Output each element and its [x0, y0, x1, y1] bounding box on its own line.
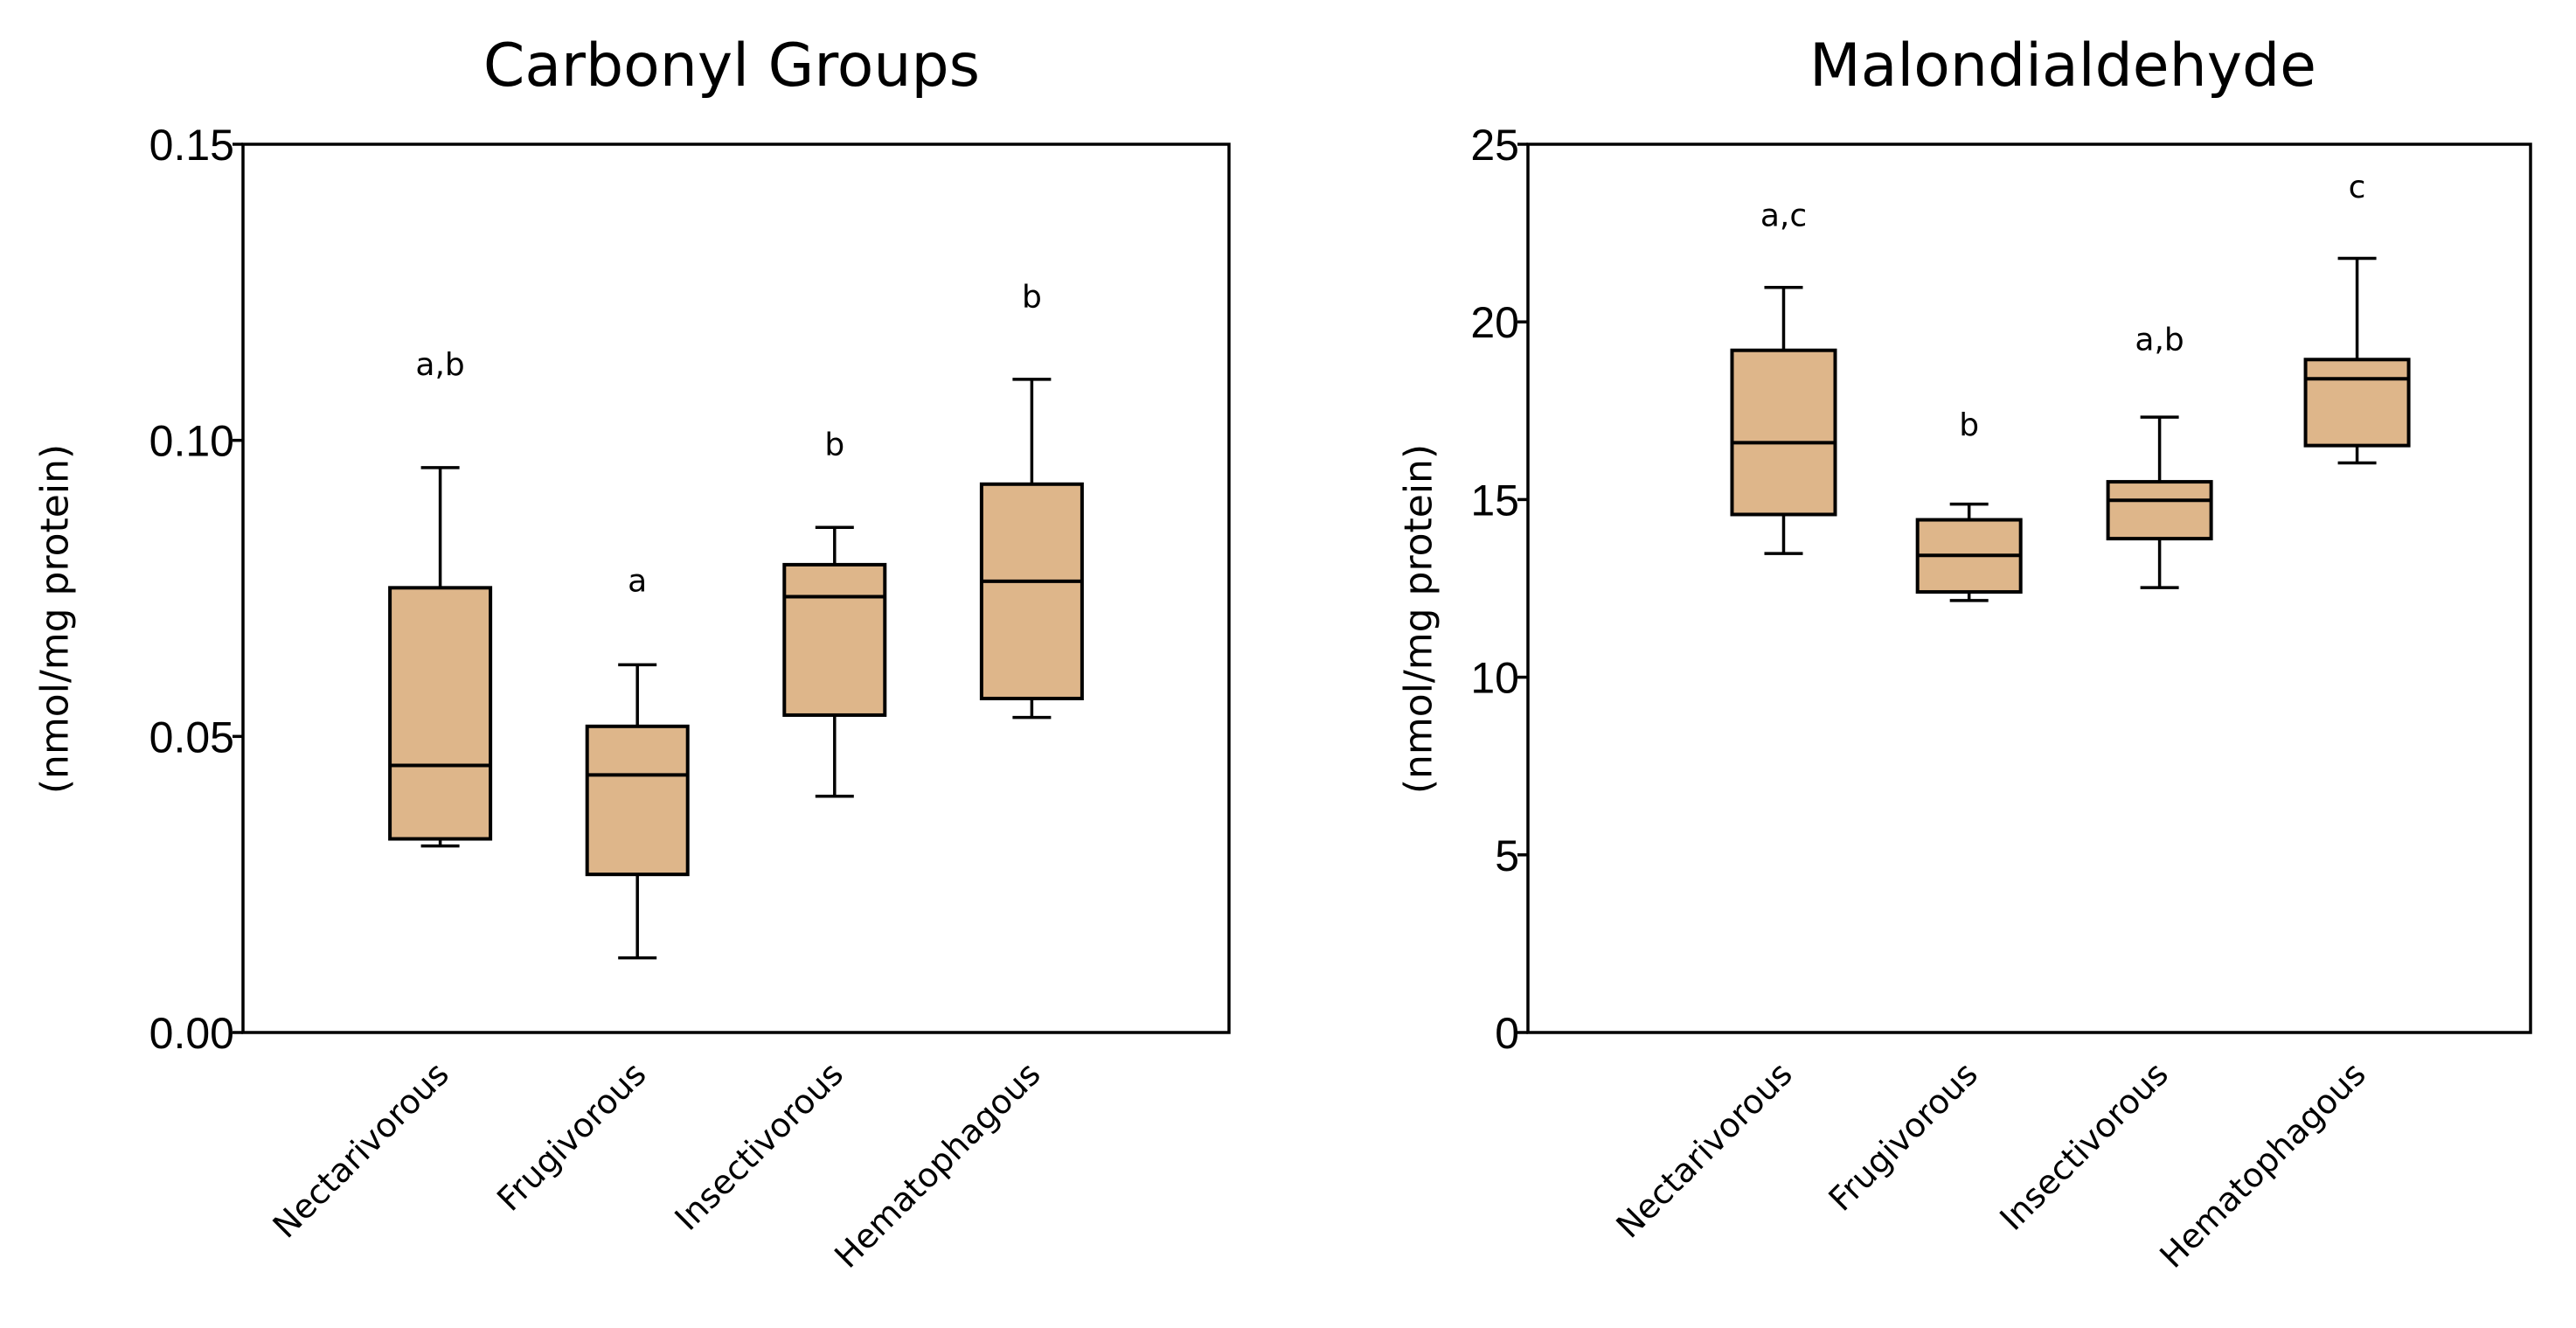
significance-label: b	[1022, 279, 1042, 315]
y-axis-label: (nmol/mg protein)	[1396, 444, 1441, 794]
significance-label: c	[2349, 170, 2366, 205]
box-nectarivorous: a,c	[1730, 198, 1837, 555]
y-tick-label: 20	[1470, 298, 1519, 347]
significance-label: a	[628, 563, 647, 599]
chart-title: Carbonyl Groups	[483, 31, 980, 101]
y-tick-label: 25	[1470, 121, 1519, 170]
y-tick-label: 5	[1495, 831, 1519, 880]
x-category-label: Hematophagous	[827, 1054, 1048, 1276]
y-tick-label: 0	[1495, 1009, 1519, 1058]
y-axis-label: (nmol/mg protein)	[32, 444, 77, 794]
significance-label: b	[1959, 407, 1979, 443]
chart-panel-1: Carbonyl Groups 0.00 0.05 0.10 0.15 (nmol/mg …	[32, 31, 1231, 1276]
iqr-box	[2303, 358, 2411, 448]
x-category-label: Hematophagous	[2152, 1054, 2373, 1276]
y-tick-label: 0.10	[149, 417, 234, 466]
x-category-label: Frugivorous	[1822, 1054, 1985, 1218]
significance-label: b	[824, 428, 844, 463]
chart-panel-2: Malondialdehyde 0 5 10 15 20 25 (nmol/mg protei…	[1396, 31, 2532, 1276]
box-insectivorous: a,b	[2106, 323, 2213, 589]
y-tick-label: 15	[1470, 476, 1519, 525]
x-category-label: Nectarivorous	[1609, 1054, 1800, 1245]
box-nectarivorous: a,b	[388, 347, 493, 848]
significance-label: a,b	[415, 347, 464, 383]
box-hematophagous: c	[2303, 170, 2411, 465]
iqr-box	[585, 724, 690, 877]
x-category-label: Insectivorous	[1992, 1054, 2176, 1238]
box-insectivorous: b	[782, 428, 887, 798]
plot-frame	[241, 143, 1231, 1034]
iqr-box	[1730, 348, 1837, 517]
iqr-box	[2106, 480, 2213, 541]
x-category-label: Frugivorous	[490, 1054, 653, 1218]
x-category-label: Insectivorous	[668, 1054, 851, 1238]
box-hematophagous: b	[979, 279, 1084, 720]
y-tick-label: 0.05	[149, 713, 234, 761]
iqr-box	[979, 482, 1084, 700]
y-tick-label: 0.15	[149, 121, 234, 170]
significance-label: a,b	[2135, 323, 2184, 358]
chart-title: Malondialdehyde	[1809, 31, 2316, 101]
y-tick-label: 10	[1470, 654, 1519, 703]
significance-label: a,c	[1760, 198, 1807, 233]
plot-frame	[1526, 143, 2532, 1034]
iqr-box	[388, 586, 493, 841]
iqr-box	[782, 562, 887, 717]
x-category-label: Nectarivorous	[266, 1054, 456, 1245]
box-frugivorous: a	[585, 563, 690, 960]
box-frugivorous: b	[1915, 407, 2023, 602]
y-tick-label: 0.00	[149, 1009, 234, 1058]
